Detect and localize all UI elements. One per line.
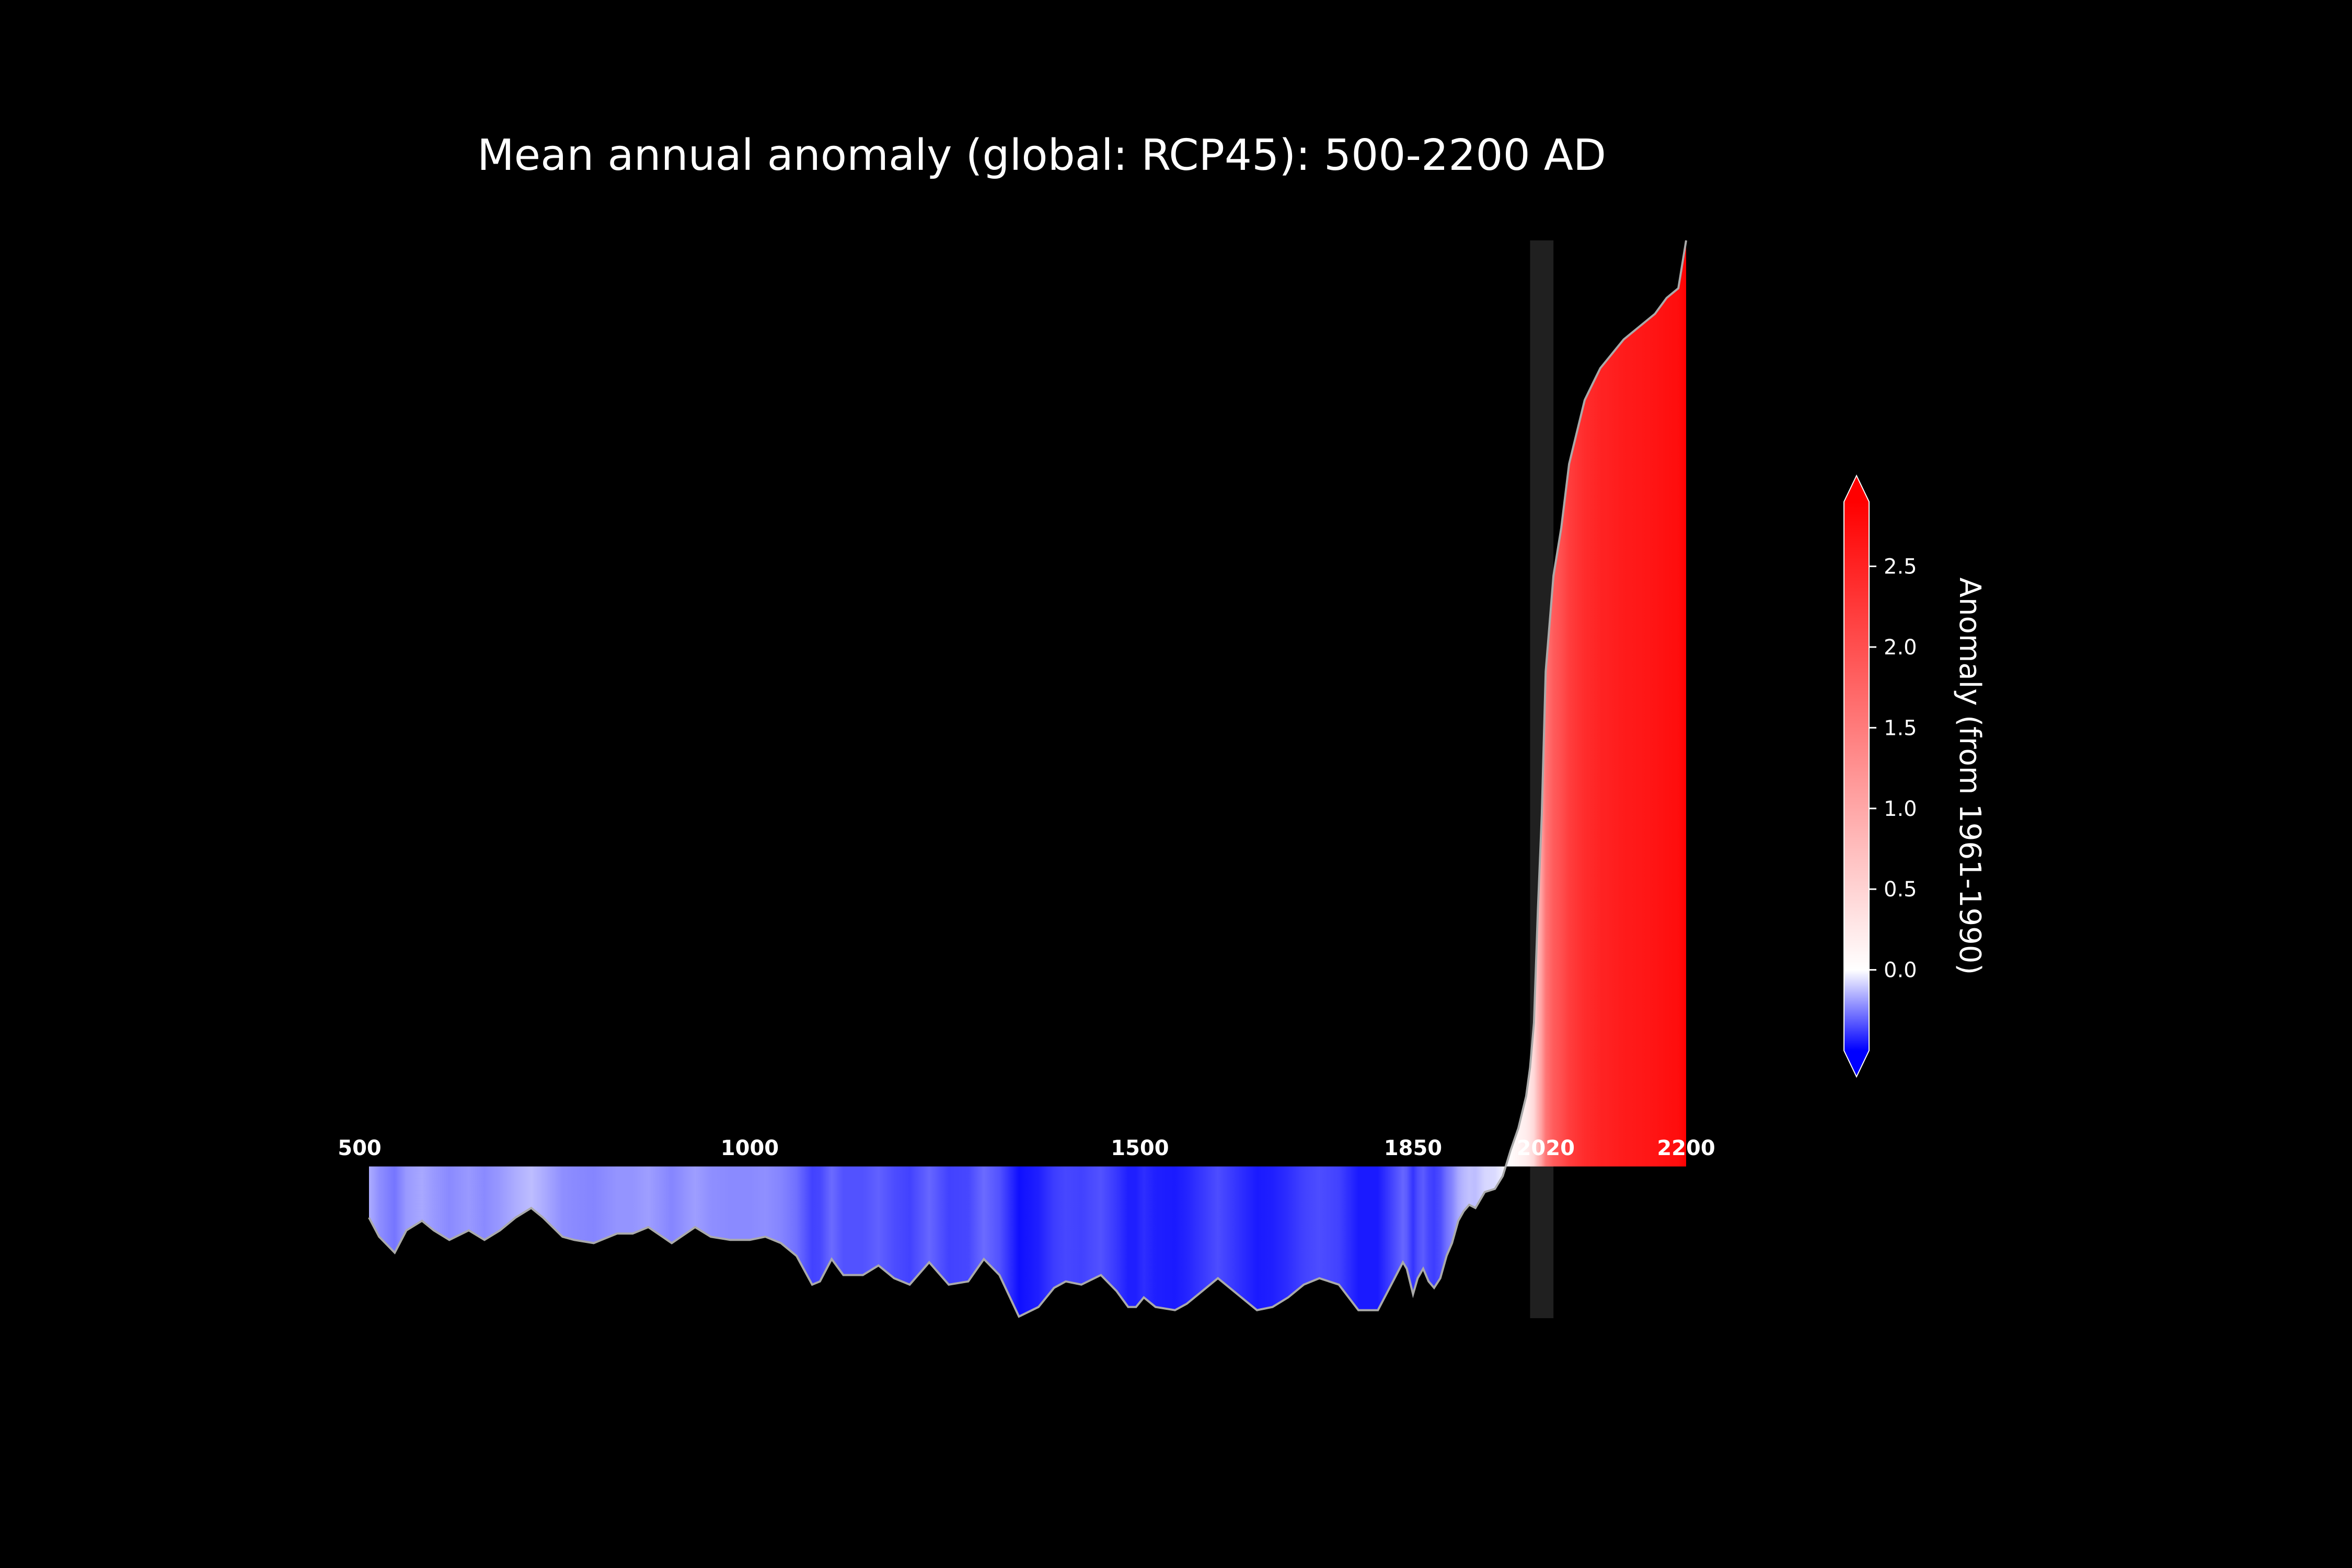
colorbar-label: Anomaly (from 1961-1990) — [1953, 578, 1987, 975]
x-tick-label-500: 500 — [338, 1136, 382, 1160]
colorbar-ticks: 0.0 0.5 1.0 1.5 2.0 2.5 — [1869, 555, 1917, 983]
x-tick-label-2200: 2200 — [1657, 1136, 1715, 1160]
colorbar-tick-label-0.0: 0.0 — [1884, 959, 1917, 983]
colorbar-tick-label-0.5: 0.5 — [1884, 878, 1917, 902]
x-tick-label-1850: 1850 — [1384, 1136, 1442, 1160]
colorbar-tick-label-1.0: 1.0 — [1884, 797, 1917, 821]
x-tick-labels: 500 1000 1500 1850 2020 2200 — [338, 1136, 1715, 1160]
x-tick-label-2020: 2020 — [1517, 1136, 1575, 1160]
anomaly-curve — [368, 240, 1687, 1318]
x-tick-label-1500: 1500 — [1111, 1136, 1169, 1160]
colorbar-tick-label-2.0: 2.0 — [1884, 636, 1917, 660]
chart-title: Mean annual anomaly (global: RCP45): 500… — [477, 131, 1606, 180]
x-tick-label-1000: 1000 — [721, 1136, 779, 1160]
colorbar-tick-label-1.5: 1.5 — [1884, 716, 1917, 740]
colorbar: 0.0 0.5 1.0 1.5 2.0 2.5 Anomaly (from 1961-19… — [1843, 474, 1987, 1078]
colorbar-bar — [1843, 474, 1870, 1078]
colorbar-tick-label-2.5: 2.5 — [1884, 555, 1917, 579]
